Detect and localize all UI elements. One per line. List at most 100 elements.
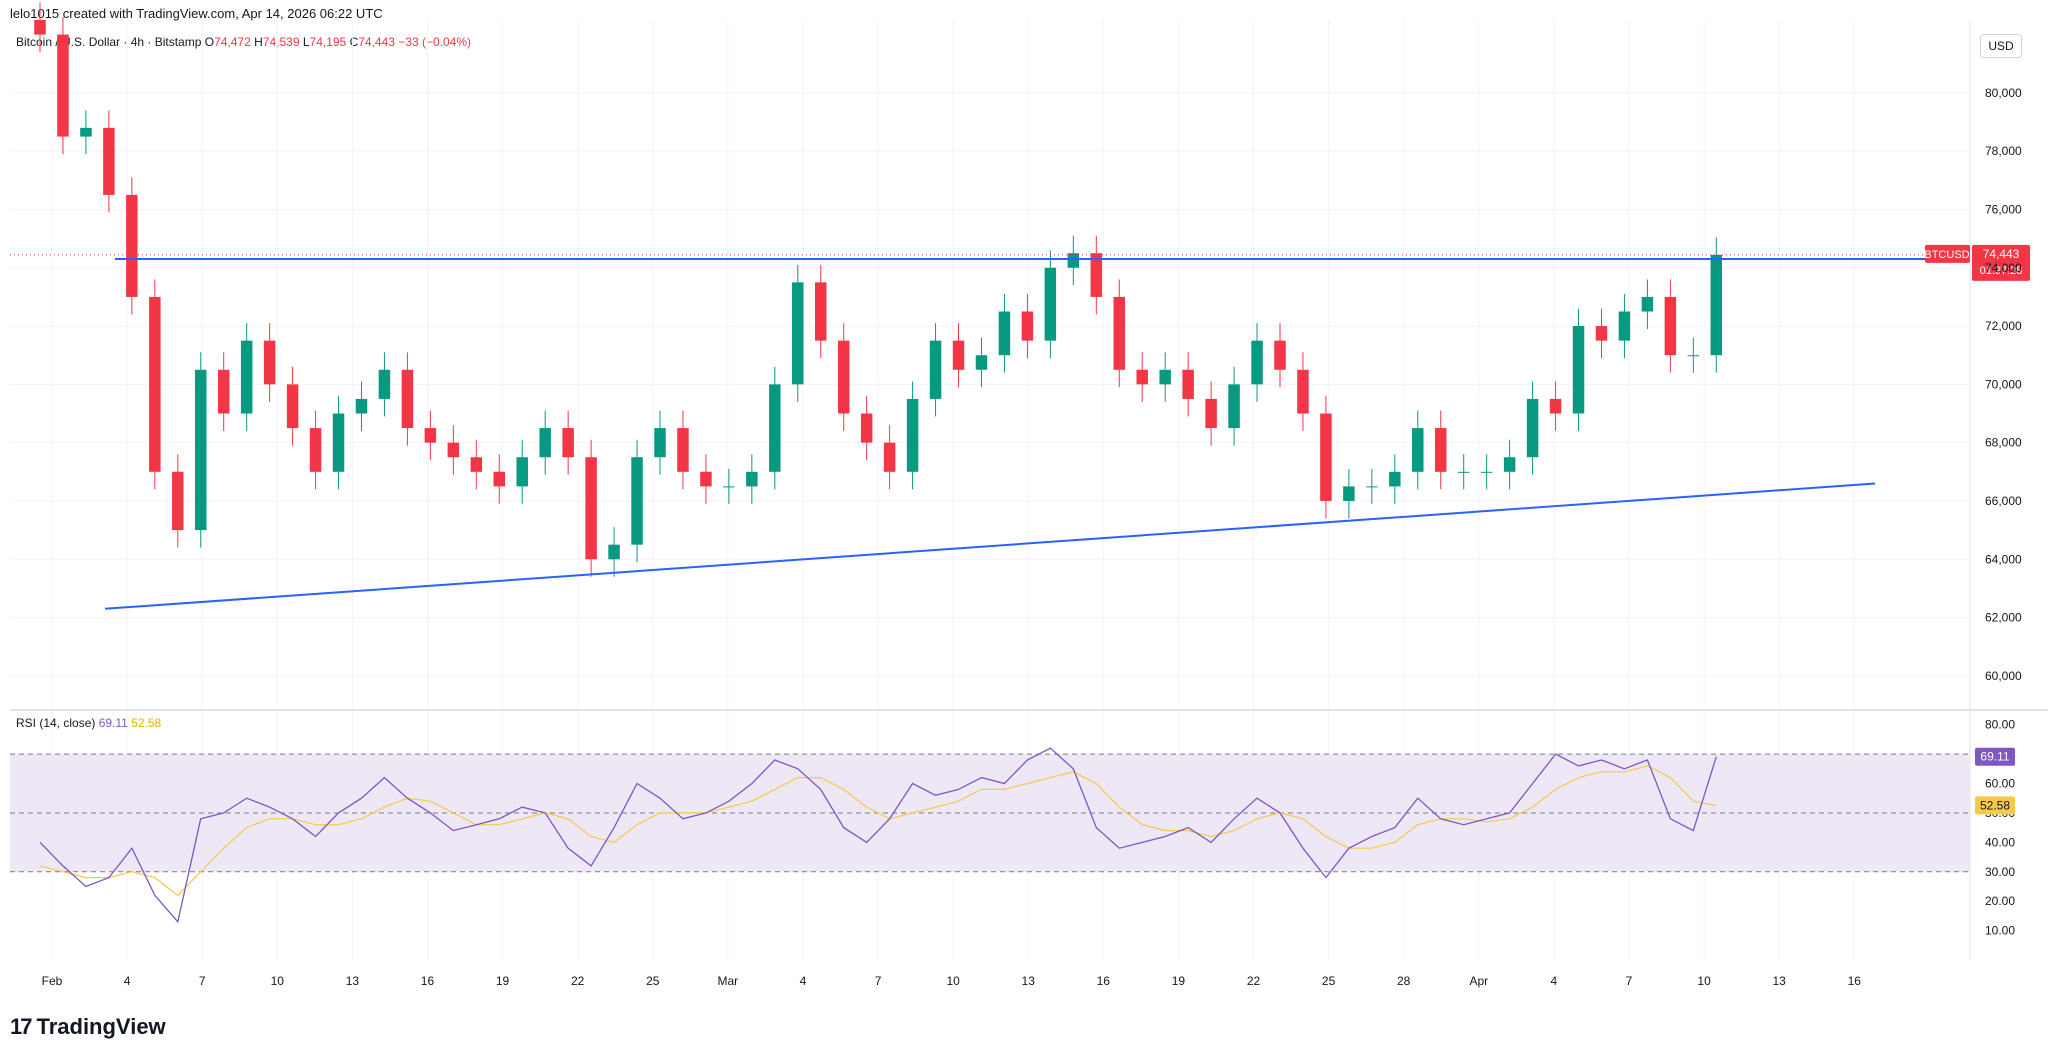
rsi-line — [39, 747, 1717, 924]
candle-body — [1595, 326, 1608, 341]
time-tick-label: 22 — [1247, 974, 1261, 988]
rsi-legend: RSI (14, close) 69.11 52.58 — [16, 716, 161, 730]
time-tick-label: 4 — [124, 974, 131, 988]
candle-body — [516, 457, 528, 487]
candle-body — [1480, 471, 1493, 473]
rsi-tick-label: 80.00 — [1985, 718, 2015, 732]
time-tick-label: Apr — [1469, 974, 1488, 988]
candle-body — [608, 544, 620, 560]
candle-body — [677, 428, 689, 472]
price-tick-label: 62,000 — [1985, 611, 2022, 625]
candle-body — [562, 428, 574, 458]
candle-body — [1526, 398, 1539, 458]
time-tick-label: 7 — [199, 974, 206, 988]
candle-body — [746, 471, 758, 487]
candle-body — [860, 413, 873, 443]
candle-body — [309, 428, 322, 472]
candle-body — [1457, 471, 1470, 473]
time-tick-label: 16 — [421, 974, 435, 988]
support-trendline — [104, 482, 1876, 610]
candle-body — [80, 127, 92, 137]
time-tick-label: 16 — [1097, 974, 1111, 988]
candle-body — [883, 442, 896, 472]
candle-body — [1044, 267, 1057, 341]
currency-button[interactable]: USD — [1980, 34, 2022, 58]
candle-body — [1641, 296, 1654, 312]
time-tick-label: 25 — [1322, 974, 1336, 988]
candle-body — [1251, 340, 1263, 385]
price-tag-value: 74,443 — [1983, 247, 2020, 261]
candle-body — [1503, 457, 1516, 472]
candle-body — [332, 413, 345, 472]
rsi-ma-tag-bg — [1975, 796, 2015, 815]
candle-body — [195, 369, 207, 531]
rsi-tag-bg — [1975, 747, 2015, 766]
candle-body — [57, 34, 69, 137]
price-tick-label: 64,000 — [1985, 552, 2022, 566]
price-tag-countdown: 01:37:28 — [1980, 265, 2023, 277]
candle-body — [1710, 254, 1723, 356]
time-tick-label: Feb — [42, 974, 63, 988]
rsi-ma-tag-value: 52.58 — [1980, 798, 2010, 812]
high-label: H — [254, 35, 263, 49]
rsi-label[interactable]: RSI (14, close) — [16, 716, 96, 730]
candle-body — [1343, 486, 1355, 501]
open-label: O — [204, 35, 215, 49]
low-label: L — [302, 35, 310, 49]
candle-body — [837, 340, 850, 414]
price-tick-label: 74,000 — [1985, 261, 2022, 275]
time-tick-label: 7 — [1626, 974, 1633, 988]
rsi-ma-value: 52.58 — [131, 716, 162, 730]
candle-body — [1435, 428, 1447, 472]
attribution-header: lelo1015 created with TradingView.com, A… — [10, 6, 383, 21]
price-tick-label: 66,000 — [1985, 494, 2022, 508]
candle-body — [975, 355, 988, 370]
candle-body — [929, 340, 942, 399]
tradingview-logo: 17 TradingView — [10, 1014, 166, 1040]
candle-body — [1090, 253, 1103, 297]
time-tick-label: 13 — [346, 974, 360, 988]
candle-body — [1664, 296, 1677, 356]
candle-body — [1549, 398, 1562, 414]
candle-body — [263, 340, 276, 385]
candle-body — [1228, 384, 1240, 429]
rsi-tick-label: 20.00 — [1985, 894, 2015, 908]
candle-body — [240, 340, 253, 414]
candle-body — [1274, 340, 1286, 370]
rsi-tick-label: 10.00 — [1985, 924, 2015, 938]
candle-body — [1182, 369, 1194, 399]
time-tick-label: 4 — [800, 974, 807, 988]
price-tag-bg — [1972, 244, 2030, 281]
time-tick-label: 16 — [1848, 974, 1862, 988]
candle-body — [1113, 296, 1125, 370]
candle-body — [1572, 326, 1585, 414]
time-tick-label: 25 — [646, 974, 660, 988]
candle-body — [447, 442, 460, 458]
candle-body — [792, 282, 804, 385]
rsi-value: 69.11 — [98, 716, 128, 730]
candle-body — [1021, 311, 1034, 341]
candle-body — [1366, 486, 1378, 488]
time-tick-label: 10 — [1697, 974, 1711, 988]
time-tick-label: 22 — [571, 974, 585, 988]
candle-body — [355, 398, 368, 414]
candle-body — [1412, 428, 1424, 472]
price-tag-symbol-bg — [1925, 244, 1970, 263]
rsi-tick-label: 40.00 — [1985, 835, 2015, 849]
price-tick-label: 68,000 — [1985, 436, 2022, 450]
high-value: 74,539 — [262, 35, 300, 49]
candle-body — [401, 369, 414, 429]
candle-body — [1159, 369, 1171, 385]
candle-body — [769, 384, 781, 472]
time-tick-label: Mar — [718, 974, 739, 988]
time-tick-label: 4 — [1551, 974, 1558, 988]
price-tick-label: 80,000 — [1985, 86, 2022, 100]
change-value: −33 (−0.04%) — [398, 35, 472, 49]
candle-body — [1389, 471, 1401, 487]
time-tick-label: 28 — [1397, 974, 1411, 988]
price-tick-label: 70,000 — [1985, 377, 2022, 391]
time-tick-label: 10 — [271, 974, 285, 988]
candle-body — [723, 486, 735, 488]
